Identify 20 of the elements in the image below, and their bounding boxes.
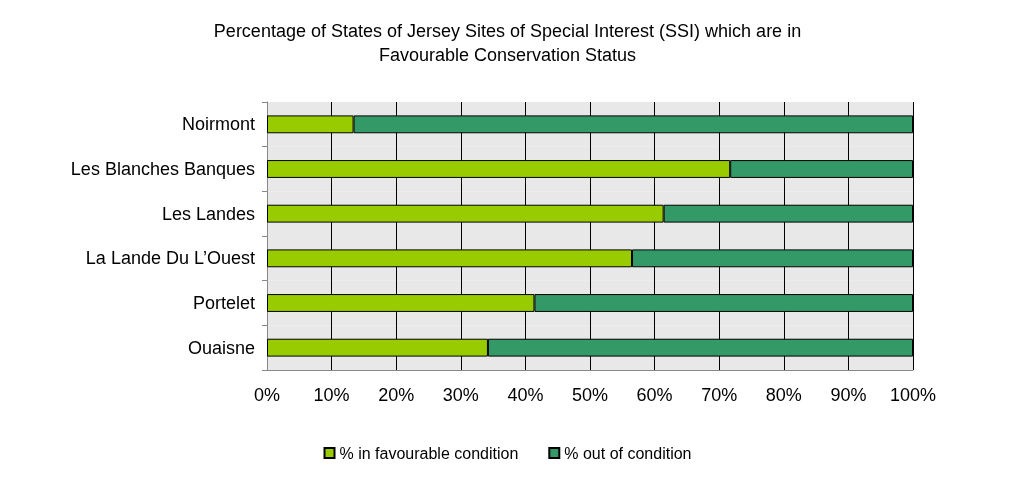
x-tick-label: 20% bbox=[378, 385, 415, 405]
x-tick-label: 10% bbox=[313, 385, 350, 405]
x-tick-label: 50% bbox=[571, 385, 609, 405]
y-tick-label: Ouaisne bbox=[187, 337, 255, 358]
chart-title: Percentage of States of Jersey Sites of Special Interest (SSI) which are in Favourable Conservation Status bbox=[213, 21, 802, 65]
x-tick-label: 40% bbox=[507, 385, 544, 405]
x-tick-label: 100% bbox=[889, 385, 937, 405]
x-tick-label: 70% bbox=[701, 385, 738, 405]
x-tick-label: 0% bbox=[253, 385, 281, 405]
y-tick-label: Les Blanches Banques bbox=[70, 159, 255, 179]
x-tick-label: 60% bbox=[636, 385, 673, 405]
y-tick-label: Les Landes bbox=[161, 203, 255, 224]
legend-label: % out of condition bbox=[564, 444, 692, 462]
x-tick-label: 80% bbox=[765, 385, 802, 405]
y-tick-label: Portelet bbox=[192, 293, 255, 313]
x-tick-label: 30% bbox=[442, 385, 479, 405]
legend-label: % in favourable condition bbox=[339, 444, 519, 462]
y-tick-label: La Lande Du L’Ouest bbox=[85, 248, 255, 269]
y-tick-label: Noirmont bbox=[181, 114, 255, 135]
x-tick-label: 90% bbox=[830, 385, 867, 405]
